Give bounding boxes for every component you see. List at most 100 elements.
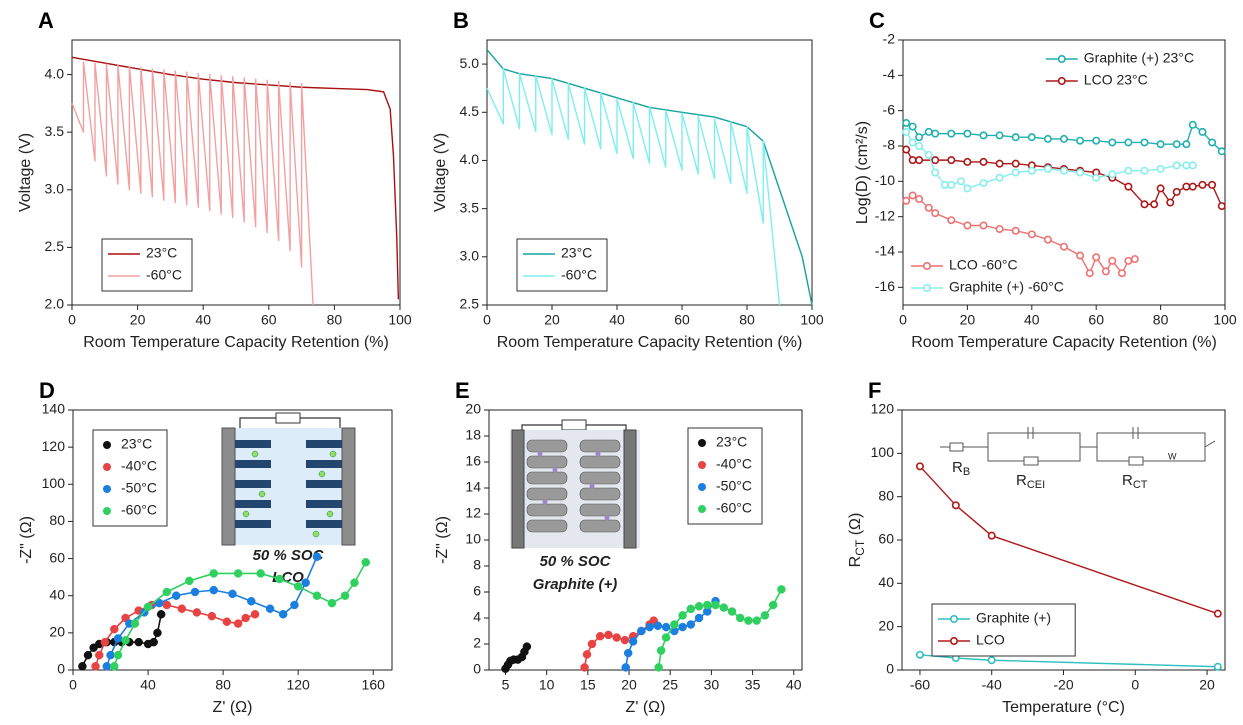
y-tick-label: 4.5 <box>460 103 480 119</box>
panel-label: E <box>455 378 470 403</box>
y-tick-label: -16 <box>875 278 895 294</box>
legend-swatch <box>698 439 706 447</box>
y-tick-label: 2 <box>473 635 481 651</box>
panel-label: C <box>869 8 885 33</box>
data-point <box>327 598 337 608</box>
circuit-label: RCT <box>1122 472 1148 491</box>
data-point <box>361 558 370 567</box>
marker <box>902 145 911 154</box>
marker <box>1124 138 1133 147</box>
data-point <box>777 585 786 594</box>
data-point <box>228 589 237 599</box>
fit-line <box>106 556 318 667</box>
legend-label: -40°C <box>716 456 752 472</box>
marker <box>1140 166 1149 175</box>
legend-swatch <box>103 507 111 515</box>
marker <box>1011 226 1020 235</box>
legend-swatch <box>1057 54 1066 63</box>
data-point <box>580 663 589 672</box>
x-tick-label: 60 <box>1088 312 1104 328</box>
x-tick-label: 0 <box>68 312 76 328</box>
lco-cell-inset: 50 % SOC LCO <box>221 412 356 586</box>
marker <box>1208 138 1217 147</box>
legend-label: 23°C <box>121 436 152 452</box>
y-tick-label: 2.5 <box>460 296 480 312</box>
y-tick-label: 20 <box>49 624 65 640</box>
data-point <box>171 591 181 600</box>
circuit-label: W <box>1168 451 1177 461</box>
y-tick-label: 60 <box>878 531 894 547</box>
marker <box>1076 136 1085 145</box>
data-point <box>582 650 592 659</box>
marker <box>979 157 988 166</box>
legend-swatch <box>949 636 958 645</box>
y-axis-label: Log(D) (cm²/s) <box>854 121 871 224</box>
x-axis-label: Z' (Ω) <box>626 699 666 716</box>
fit-line <box>113 561 367 667</box>
marker <box>1060 166 1069 175</box>
legend-label: -50°C <box>121 480 157 496</box>
marker <box>924 127 933 136</box>
data-point <box>678 622 687 632</box>
marker <box>1166 198 1175 207</box>
plot-frame <box>902 39 1226 306</box>
legend-label: -50°C <box>716 478 752 494</box>
x-tick-label: 20 <box>544 312 560 328</box>
y-tick-label: 40 <box>878 574 894 590</box>
x-tick-label: 80 <box>215 677 231 693</box>
legend-swatch <box>103 441 111 449</box>
marker <box>1011 159 1020 168</box>
y-tick-label: 100 <box>871 444 895 460</box>
data-point <box>312 552 322 561</box>
y-tick-label: 20 <box>465 401 481 417</box>
x-axis-label: Room Temperature Capacity Retention (%) <box>497 334 803 351</box>
x-tick-label: -40 <box>982 677 1002 693</box>
legend-label: 23°C <box>716 434 747 450</box>
legend-frame <box>101 238 193 292</box>
y-tick-label: -2 <box>883 31 896 47</box>
data-point <box>162 600 172 610</box>
marker <box>915 133 924 142</box>
marker <box>908 122 917 131</box>
y-tick-label: 100 <box>42 475 66 491</box>
x-axis-label: Z' (Ω) <box>213 699 253 716</box>
data-point <box>113 650 123 660</box>
marker <box>924 150 933 159</box>
y-axis-label: -Z" (Ω) <box>18 516 35 564</box>
data-point <box>207 611 217 621</box>
y-tick-label: 3.5 <box>45 123 65 139</box>
data-point <box>250 610 260 619</box>
legend-label: -60°C <box>121 502 157 518</box>
marker <box>1027 133 1036 142</box>
plot-frame <box>486 39 813 306</box>
marker <box>931 209 940 218</box>
marker <box>1150 200 1159 209</box>
marker <box>963 221 972 230</box>
marker <box>995 173 1004 182</box>
series-line <box>486 68 781 306</box>
marker <box>1124 256 1133 265</box>
data-point <box>587 639 597 649</box>
marker <box>1060 134 1069 143</box>
x-tick-label: 20 <box>1199 677 1215 693</box>
y-tick-label: -12 <box>875 207 895 223</box>
x-axis-label: Temperature (°C) <box>1002 699 1125 716</box>
x-tick-label: 0 <box>483 312 491 328</box>
marker <box>947 180 956 189</box>
data-point <box>694 613 704 623</box>
marker <box>1117 269 1126 278</box>
x-tick-label: 120 <box>286 677 310 693</box>
data-point <box>95 650 104 660</box>
y-tick-label: 80 <box>49 512 65 528</box>
legend-swatch <box>949 614 958 623</box>
legend-label: -60°C <box>716 500 752 516</box>
y-tick-label: -6 <box>883 101 896 117</box>
data-point <box>522 642 532 651</box>
marker <box>979 131 988 140</box>
x-axis-label: Room Temperature Capacity Retention (%) <box>911 334 1217 351</box>
marker <box>931 156 940 165</box>
series-line <box>919 654 1218 668</box>
marker <box>1124 166 1133 175</box>
data-point <box>275 574 284 584</box>
